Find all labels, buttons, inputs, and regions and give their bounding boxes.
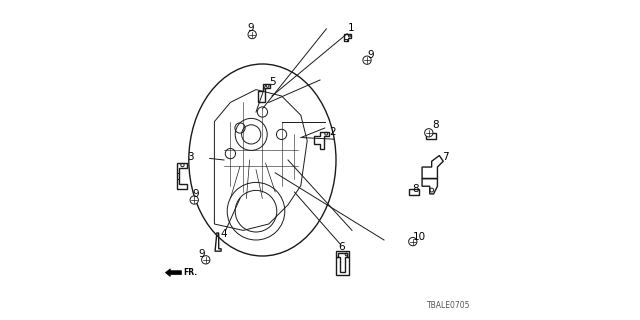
Text: 9: 9 [198, 249, 205, 260]
Text: 10: 10 [413, 232, 426, 242]
Text: 1: 1 [348, 23, 355, 33]
Circle shape [190, 196, 198, 204]
Text: 6: 6 [339, 242, 345, 252]
Text: TBALE0705: TBALE0705 [427, 301, 470, 310]
Text: 9: 9 [192, 189, 198, 199]
Circle shape [248, 30, 256, 39]
Text: 5: 5 [269, 76, 276, 87]
Text: 9: 9 [367, 50, 374, 60]
Text: FR.: FR. [183, 268, 197, 277]
Circle shape [409, 237, 417, 246]
Text: 2: 2 [330, 127, 336, 137]
Text: 8: 8 [432, 120, 438, 131]
Text: 7: 7 [442, 152, 449, 163]
Polygon shape [165, 269, 182, 276]
Text: 4: 4 [220, 228, 227, 239]
Text: 9: 9 [247, 23, 254, 33]
Text: 8: 8 [413, 184, 419, 195]
Circle shape [202, 256, 210, 264]
Text: 3: 3 [187, 152, 194, 162]
Circle shape [363, 56, 371, 64]
Circle shape [425, 129, 433, 137]
